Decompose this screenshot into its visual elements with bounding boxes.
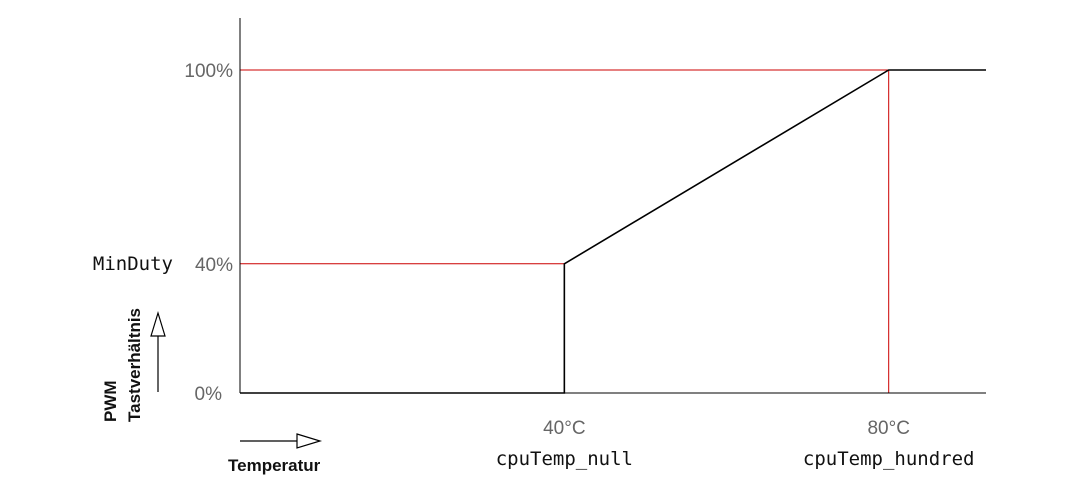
x-tick-label-40: 40°C [543,418,585,439]
cpu-temp-hundred-label: cpuTemp_hundred [803,448,975,470]
y-tick-label-40: 40% [195,255,233,276]
duty-cycle-curve [240,69,986,394]
cpu-temp-null-label: cpuTemp_null [496,448,633,470]
y-axis-direction-arrow-icon [150,310,166,392]
y-tick-label-100: 100% [184,61,233,82]
min-duty-label: MinDuty [93,253,173,275]
x-axis-title: Temperatur [228,456,321,475]
y-tick-label-0: 0% [195,384,223,405]
x-tick-label-80: 80°C [867,418,909,439]
y-axis-title-line1: PWM [101,380,120,422]
x-axis-direction-arrow-icon [240,433,323,449]
y-axis-title-line2: Tastverhältnis [125,308,144,422]
